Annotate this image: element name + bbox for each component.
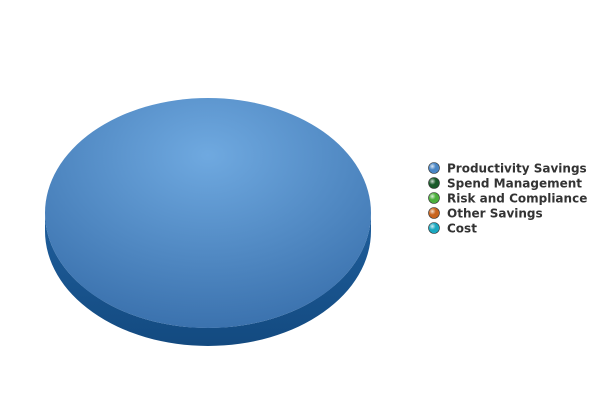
pie-slices [45, 98, 371, 346]
legend-label: Productivity Savings [447, 162, 587, 176]
legend-label: Other Savings [447, 207, 543, 221]
legend-swatch-highlight [428, 192, 440, 204]
legend-label: Cost [447, 222, 477, 236]
legend-item[interactable]: Risk and Compliance [428, 192, 588, 206]
legend-swatch-highlight [428, 162, 440, 174]
legend-swatch-highlight [428, 222, 440, 234]
legend-label: Risk and Compliance [447, 192, 587, 206]
legend-item[interactable]: Other Savings [428, 207, 543, 221]
legend-swatch-highlight [428, 177, 440, 189]
legend-item[interactable]: Cost [428, 222, 478, 236]
legend-swatch-highlight [428, 207, 440, 219]
legend-item[interactable]: Spend Management [428, 177, 583, 191]
pie-slice-productivity-savings[interactable] [45, 98, 371, 328]
pie-slice-side [45, 213, 371, 346]
legend-label: Spend Management [447, 177, 582, 191]
legend-item[interactable]: Productivity Savings [428, 162, 587, 176]
